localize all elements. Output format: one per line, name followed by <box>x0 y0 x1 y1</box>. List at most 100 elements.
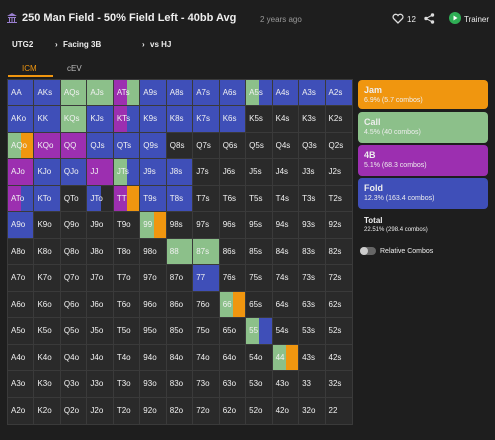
hand-cell[interactable]: 85s <box>245 237 274 267</box>
heart-icon[interactable] <box>392 13 404 24</box>
hand-cell[interactable]: 93s <box>298 211 327 240</box>
hand-cell[interactable]: 55 <box>245 317 274 346</box>
hand-cell[interactable]: Q9s <box>139 131 168 161</box>
hand-cell[interactable]: 43o <box>271 370 301 399</box>
hand-cell[interactable]: 63s <box>298 290 327 320</box>
hand-cell[interactable]: 62s <box>324 290 354 320</box>
trainer-button[interactable]: Trainer <box>464 15 490 24</box>
facing[interactable]: Facing 3B <box>63 40 102 49</box>
hand-cell[interactable]: 43s <box>298 343 327 373</box>
hand-cell[interactable]: 77 <box>192 264 221 293</box>
hand-cell[interactable]: 92o <box>139 396 168 426</box>
hand-cell[interactable]: 94o <box>139 343 168 373</box>
hand-cell[interactable]: K8o <box>33 237 62 267</box>
hand-cell[interactable]: 74o <box>192 343 221 373</box>
hand-cell[interactable]: Q3s <box>298 131 327 161</box>
hand-cell[interactable]: 54o <box>245 343 274 373</box>
hand-cell[interactable]: Q9o <box>59 211 89 240</box>
hand-cell[interactable]: A2o <box>6 396 36 426</box>
hand-cell[interactable]: J6s <box>218 158 248 187</box>
hand-cell[interactable]: T4o <box>112 343 142 373</box>
hand-cell[interactable]: K8s <box>165 105 195 134</box>
hand-cell[interactable]: K3o <box>33 370 62 399</box>
tab-cev[interactable]: cEV <box>67 64 82 73</box>
hand-cell[interactable]: J4o <box>86 343 115 373</box>
hand-cell[interactable]: J2o <box>86 396 115 426</box>
hand-cell[interactable]: JJ <box>86 158 115 187</box>
hand-cell[interactable]: K7o <box>33 264 62 293</box>
hand-cell[interactable]: J9s <box>139 158 168 187</box>
hand-cell[interactable]: AA <box>6 78 36 108</box>
hand-cell[interactable]: ATo <box>6 184 36 214</box>
hand-cell[interactable]: 42s <box>324 343 354 373</box>
hand-cell[interactable]: 75o <box>192 317 221 346</box>
hand-cell[interactable]: J3s <box>298 158 327 187</box>
toggle[interactable] <box>360 247 376 255</box>
hand-cell[interactable]: KTs <box>112 105 142 134</box>
hand-cell[interactable]: 42o <box>271 396 301 426</box>
hand-cell[interactable]: AJs <box>86 78 115 108</box>
hand-cell[interactable]: 65s <box>245 290 274 320</box>
hand-cell[interactable]: A9o <box>6 211 36 240</box>
hand-cell[interactable]: 98s <box>165 211 195 240</box>
hand-cell[interactable]: 82s <box>324 237 354 267</box>
hand-cell[interactable]: 86s <box>218 237 248 267</box>
hand-cell[interactable]: J9o <box>86 211 115 240</box>
hand-cell[interactable]: 53s <box>298 317 327 346</box>
hand-cell[interactable]: KQo <box>33 131 62 161</box>
hand-cell[interactable]: 87s <box>192 237 221 267</box>
hand-cell[interactable]: K6o <box>33 290 62 320</box>
hand-cell[interactable]: A3o <box>6 370 36 399</box>
hand-cell[interactable]: Q7s <box>192 131 221 161</box>
hand-cell[interactable]: K4o <box>33 343 62 373</box>
hand-cell[interactable]: K9o <box>33 211 62 240</box>
hand-cell[interactable]: J7s <box>192 158 221 187</box>
hand-cell[interactable]: QTo <box>59 184 89 214</box>
hand-cell[interactable]: 85o <box>165 317 195 346</box>
hand-cell[interactable]: 96o <box>139 290 168 320</box>
hand-cell[interactable]: A7s <box>192 78 221 108</box>
hand-cell[interactable]: T6s <box>218 184 248 214</box>
hand-cell[interactable]: A9s <box>139 78 168 108</box>
hand-cell[interactable]: K5s <box>245 105 274 134</box>
hand-cell[interactable]: Q6s <box>218 131 248 161</box>
hand-cell[interactable]: 72s <box>324 264 354 293</box>
hand-cell[interactable]: Q2o <box>59 396 89 426</box>
hand-cell[interactable]: A2s <box>324 78 354 108</box>
hand-cell[interactable]: T9s <box>139 184 168 214</box>
hand-cell[interactable]: K5o <box>33 317 62 346</box>
hand-cell[interactable]: K6s <box>218 105 248 134</box>
tab-icm[interactable]: ICM <box>22 64 37 73</box>
hand-cell[interactable]: T8s <box>165 184 195 214</box>
hand-cell[interactable]: Q7o <box>59 264 89 293</box>
hand-cell[interactable]: 32o <box>298 396 327 426</box>
hand-cell[interactable]: T7s <box>192 184 221 214</box>
hand-cell[interactable]: 95o <box>139 317 168 346</box>
hand-cell[interactable]: 95s <box>245 211 274 240</box>
hand-cell[interactable]: 73s <box>298 264 327 293</box>
hand-cell[interactable]: T8o <box>112 237 142 267</box>
hand-cell[interactable]: 62o <box>218 396 248 426</box>
hand-cell[interactable]: Q8o <box>59 237 89 267</box>
hand-cell[interactable]: K4s <box>271 105 301 134</box>
hand-cell[interactable]: AQo <box>6 131 36 161</box>
hand-cell[interactable]: T9o <box>112 211 142 240</box>
hand-cell[interactable]: TT <box>112 184 142 214</box>
hand-cell[interactable]: KJs <box>86 105 115 134</box>
hand-cell[interactable]: T2o <box>112 396 142 426</box>
hand-cell[interactable]: 76o <box>192 290 221 320</box>
hand-cell[interactable]: A5o <box>6 317 36 346</box>
hand-cell[interactable]: 94s <box>271 211 301 240</box>
hand-cell[interactable]: 84s <box>271 237 301 267</box>
hand-cell[interactable]: 87o <box>165 264 195 293</box>
hand-cell[interactable]: J5s <box>245 158 274 187</box>
hand-cell[interactable]: 88 <box>165 237 195 267</box>
hand-cell[interactable]: T7o <box>112 264 142 293</box>
hand-cell[interactable]: 92s <box>324 211 354 240</box>
hand-cell[interactable]: QTs <box>112 131 142 161</box>
hand-cell[interactable]: 65o <box>218 317 248 346</box>
hand-cell[interactable]: 97o <box>139 264 168 293</box>
share-icon[interactable] <box>424 13 435 24</box>
hand-cell[interactable]: A4s <box>271 78 301 108</box>
hand-cell[interactable]: 64s <box>271 290 301 320</box>
